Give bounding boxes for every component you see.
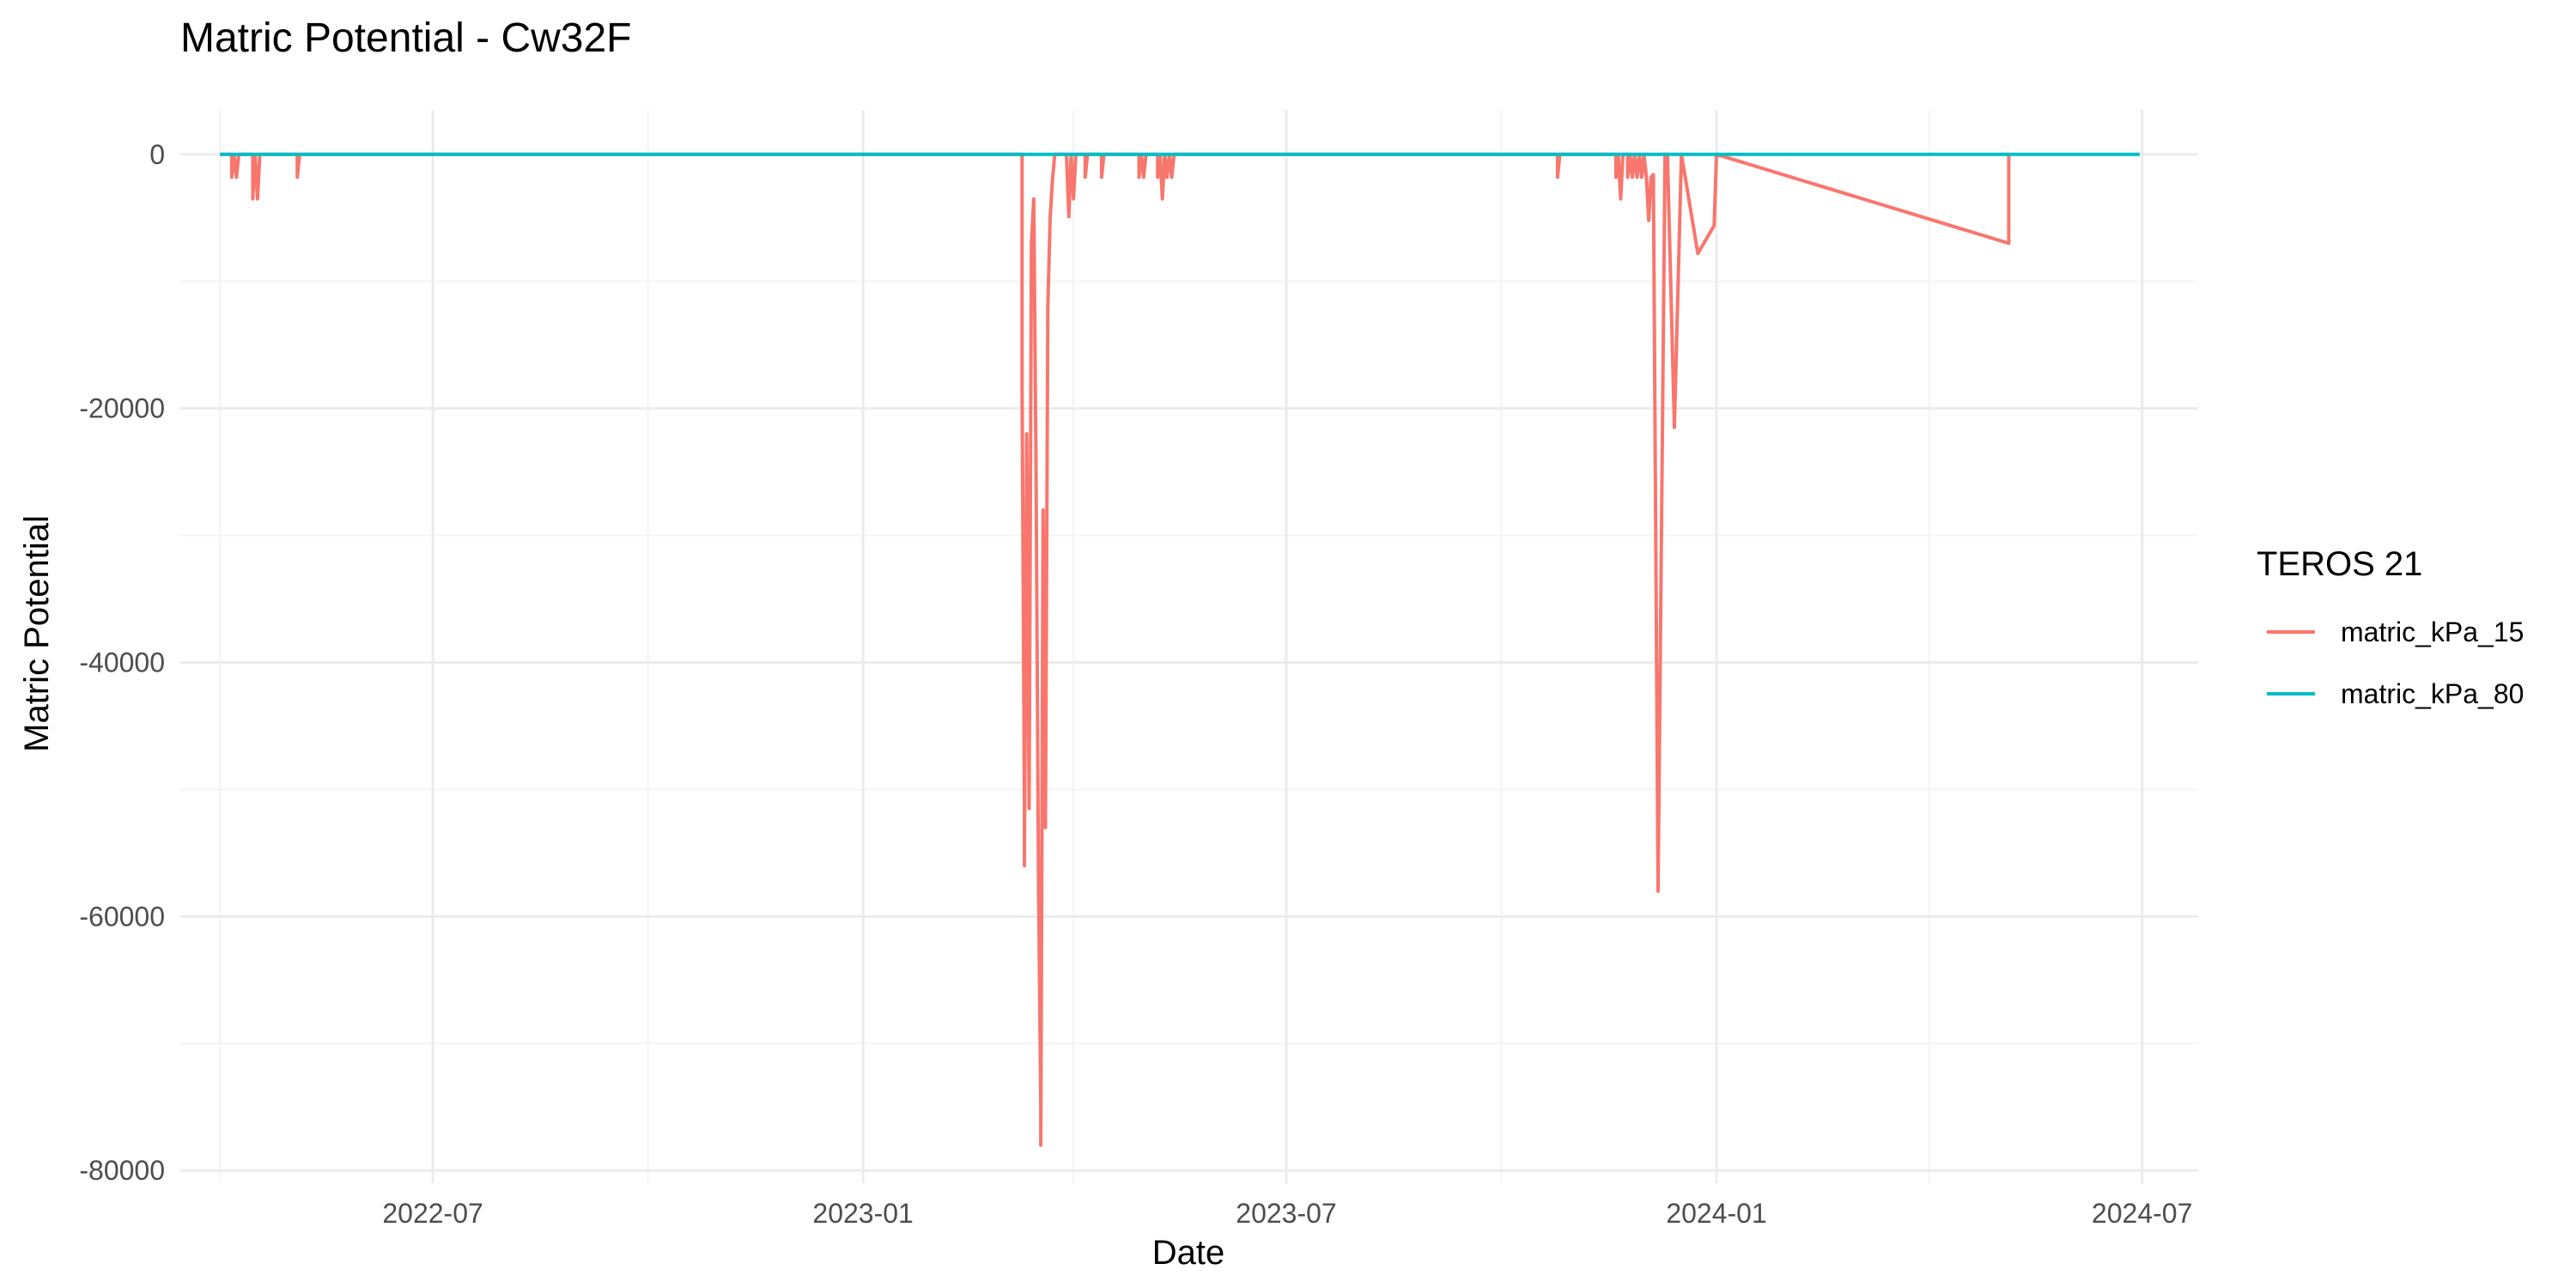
x-tick-label: 2023-01 xyxy=(812,1198,913,1229)
y-axis-ticks: 0 -20000 -40000 -60000 -80000 xyxy=(79,139,165,1186)
y-axis-title: Matric Potential xyxy=(18,515,56,752)
minor-gridlines xyxy=(180,110,2198,1183)
y-tick-label: -40000 xyxy=(79,647,165,677)
legend-label-matric_kPa_80: matric_kPa_80 xyxy=(2341,678,2524,709)
series-layer xyxy=(220,152,2140,1147)
series-line-matric_kPa_15 xyxy=(220,152,2011,1147)
legend-items: matric_kPa_15 matric_kPa_80 xyxy=(2267,617,2524,709)
y-tick-label: 0 xyxy=(149,139,165,170)
chart-title: Matric Potential - Cw32F xyxy=(180,15,632,61)
legend: TEROS 21 matric_kPa_15 matric_kPa_80 xyxy=(2257,545,2524,709)
y-tick-label: -20000 xyxy=(79,393,165,424)
legend-title: TEROS 21 xyxy=(2257,545,2422,583)
x-tick-label: 2024-01 xyxy=(1666,1198,1766,1229)
x-tick-label: 2023-07 xyxy=(1236,1198,1336,1229)
x-axis-title: Date xyxy=(1152,1234,1225,1272)
x-axis-ticks: 2022-07 2023-01 2023-07 2024-01 2024-07 xyxy=(382,1198,2192,1229)
x-tick-label: 2022-07 xyxy=(382,1198,483,1229)
major-gridlines xyxy=(180,110,2198,1183)
y-tick-label: -80000 xyxy=(79,1155,165,1186)
x-tick-label: 2024-07 xyxy=(2092,1198,2192,1229)
legend-label-matric_kPa_15: matric_kPa_15 xyxy=(2341,617,2524,647)
y-tick-label: -60000 xyxy=(79,901,165,932)
